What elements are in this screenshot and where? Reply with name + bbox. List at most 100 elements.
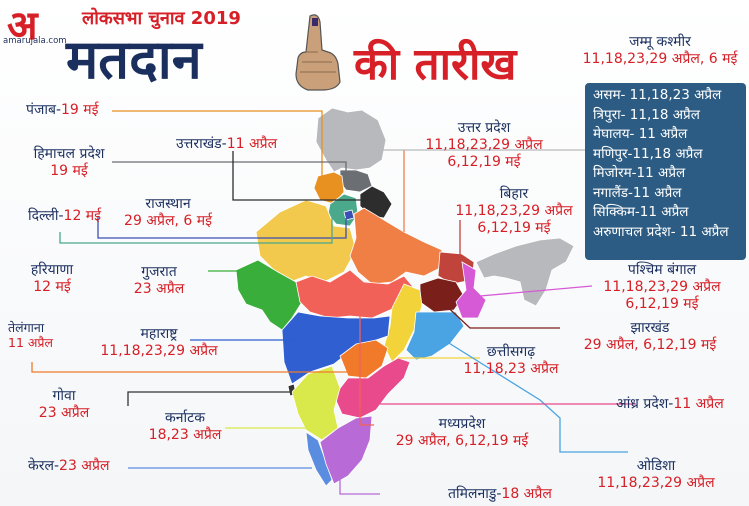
region-maharashtra (281, 311, 391, 385)
ne-row: मेघालय- 11 अप्रैल (593, 126, 688, 142)
region-odisha (405, 311, 465, 361)
label-westbengal: पश्चिम बंगाल 11,18,23,29 अप्रैल 6,12,19 … (592, 262, 732, 313)
uttarakhand-name: उत्तराखंड- (176, 136, 227, 152)
label-telangana: तेलंगाना 11 अप्रैल (8, 320, 53, 350)
ne-row: असम- 11,18,23 अप्रैल (593, 87, 722, 103)
label-jharkhand: झारखंड 29 अप्रैल, 6,12,19 मई (560, 320, 740, 354)
logo-glyph: अ (7, 2, 38, 49)
jharkhand-dates: 29 अप्रैल, 6,12,19 मई (583, 337, 717, 353)
bihar-name: बिहार (499, 186, 529, 202)
region-telangana (339, 339, 389, 379)
rajasthan-dates: 29 अप्रैल, 6 मई (124, 213, 212, 229)
label-haryana: हरियाणा 12 मई (20, 262, 84, 296)
haryana-dates: 12 मई (33, 279, 71, 295)
ne-row: सिक्किम-11 अप्रैल (593, 204, 689, 220)
region-tamil-nadu (319, 415, 373, 485)
label-karnataka: कर्नाटक 18,23 अप्रैल (140, 410, 230, 444)
leader-odisha (443, 339, 628, 453)
label-mp: मध्यप्रदेश 29 अप्रैल, 6,12,19 मई (372, 416, 552, 450)
westbengal-dates2: 6,12,19 मई (625, 296, 699, 312)
odisha-name: ओडिशा (636, 458, 676, 474)
haryana-name: हरियाणा (30, 262, 74, 278)
region-andhra-pradesh (333, 357, 411, 419)
mp-dates: 29 अप्रैल, 6,12,19 मई (395, 433, 529, 449)
label-maharashtra: महाराष्ट्र 11,18,23,29 अप्रैल (94, 326, 224, 360)
delhi-name: दिल्ली- (28, 208, 64, 224)
label-jk: जम्मू कश्मीर 11,18,23,29 अप्रैल, 6 मई (572, 34, 748, 68)
rajasthan-name: राजस्थान (145, 196, 191, 212)
region-kerala (305, 431, 333, 487)
logo-site: amarujala.com (3, 36, 67, 46)
westbengal-dates: 11,18,23,29 अप्रैल (603, 279, 721, 295)
uttarakhand-dates: 11 अप्रैल (226, 136, 278, 152)
label-up: उत्तर प्रदेश 11,18,23,29 अप्रैल 6,12,19 … (414, 120, 554, 171)
label-punjab: पंजाब-19 मई (26, 102, 99, 119)
ink-finger-icon (295, 14, 341, 91)
leader-telangana (31, 362, 358, 373)
jharkhand-name: झारखंड (630, 320, 670, 336)
label-delhi: दिल्ली-12 मई (28, 208, 101, 225)
region-west-bengal (455, 261, 487, 319)
chhattisgarh-name: छत्तीसगढ़ (486, 344, 536, 360)
kerala-dates: 23 अप्रैल (59, 458, 110, 474)
telangana-name: तेलंगाना (8, 320, 45, 335)
kerala-name: केरल- (28, 458, 60, 474)
ne-row: त्रिपुरा- 11,18 अप्रैल (593, 106, 700, 123)
andhra-dates: 11 अप्रैल (673, 396, 724, 412)
himachal-name: हिमाचल प्रदेश (33, 146, 105, 162)
ne-row: मणिपुर-11,18 अप्रैल (593, 145, 703, 162)
leader-goa (127, 391, 292, 406)
label-himachal: हिमाचल प्रदेश 19 मई (18, 146, 120, 180)
leader-mp (359, 300, 374, 426)
region-himachal (339, 169, 373, 193)
leader-jharkhand (439, 299, 560, 329)
odisha-dates: 11,18,23,29 अप्रैल (597, 475, 715, 491)
label-andhra: आंध्र प्रदेश-11 अप्रैल (616, 396, 724, 413)
leader-delhi (97, 216, 347, 239)
header-title-rest: की तारीख (354, 39, 517, 90)
chhattisgarh-dates: 11,18,23 अप्रैल (463, 361, 559, 377)
maharashtra-name: महाराष्ट्र (140, 326, 178, 342)
mp-name: मध्यप्रदेश (438, 416, 486, 432)
karnataka-dates: 18,23 अप्रैल (148, 427, 222, 443)
leader-westbengal (479, 285, 593, 297)
gujarat-name: गुजरात (141, 264, 177, 280)
label-bihar: बिहार 11,18,23,29 अप्रैल 6,12,19 मई (444, 186, 584, 237)
label-gujarat: गुजरात 23 अप्रैल (118, 264, 200, 298)
bihar-dates2: 6,12,19 मई (477, 220, 551, 236)
leader-haryana (59, 218, 333, 244)
ne-row: नगालैंड-11 अप्रैल (593, 184, 682, 201)
jk-dates: 11,18,23,29 अप्रैल, 6 मई (582, 51, 738, 67)
ne-row: अरुणाचल प्रदेश- 11 अप्रैल (593, 223, 729, 240)
tamilnadu-name: तमिलनाडु- (448, 486, 502, 502)
northeast-box: असम- 11,18,23 अप्रैल त्रिपुरा- 11,18 अप्… (585, 83, 746, 260)
label-rajasthan: राजस्थान 29 अप्रैल, 6 मई (108, 196, 228, 230)
up-dates: 11,18,23,29 अप्रैल (425, 137, 543, 153)
goa-name: गोवा (52, 388, 76, 404)
leader-tamilnadu (339, 478, 380, 495)
region-uttar-pradesh (349, 207, 443, 285)
karnataka-name: कर्नाटक (165, 410, 205, 426)
tamilnadu-dates: 18 अप्रैल (501, 486, 552, 502)
leader-uttarakhand (232, 151, 370, 201)
up-dates2: 6,12,19 मई (447, 154, 521, 170)
label-chhattisgarh: छत्तीसगढ़ 11,18,23 अप्रैल (454, 344, 568, 378)
header-title-main: मतदान (66, 28, 202, 91)
leader-himachal (112, 161, 347, 176)
label-uttarakhand: उत्तराखंड-11 अप्रैल (176, 136, 277, 153)
region-northeast (475, 237, 575, 307)
leader-karnataka (225, 416, 313, 429)
label-odisha: ओडिशा 11,18,23,29 अप्रैल (592, 458, 720, 492)
region-karnataka (291, 365, 341, 441)
delhi-dates: 12 मई (63, 208, 102, 224)
label-goa: गोवा 23 अप्रैल (34, 388, 94, 422)
jk-name: जम्मू कश्मीर (629, 34, 691, 50)
region-chhattisgarh (383, 283, 423, 363)
goa-dates: 23 अप्रैल (38, 405, 90, 421)
andhra-name: आंध्र प्रदेश- (616, 396, 674, 412)
label-tamilnadu: तमिलनाडु-18 अप्रैल (448, 486, 552, 503)
ne-row: मिजोरम-11 अप्रैल (593, 165, 686, 181)
westbengal-name: पश्चिम बंगाल (627, 262, 697, 278)
